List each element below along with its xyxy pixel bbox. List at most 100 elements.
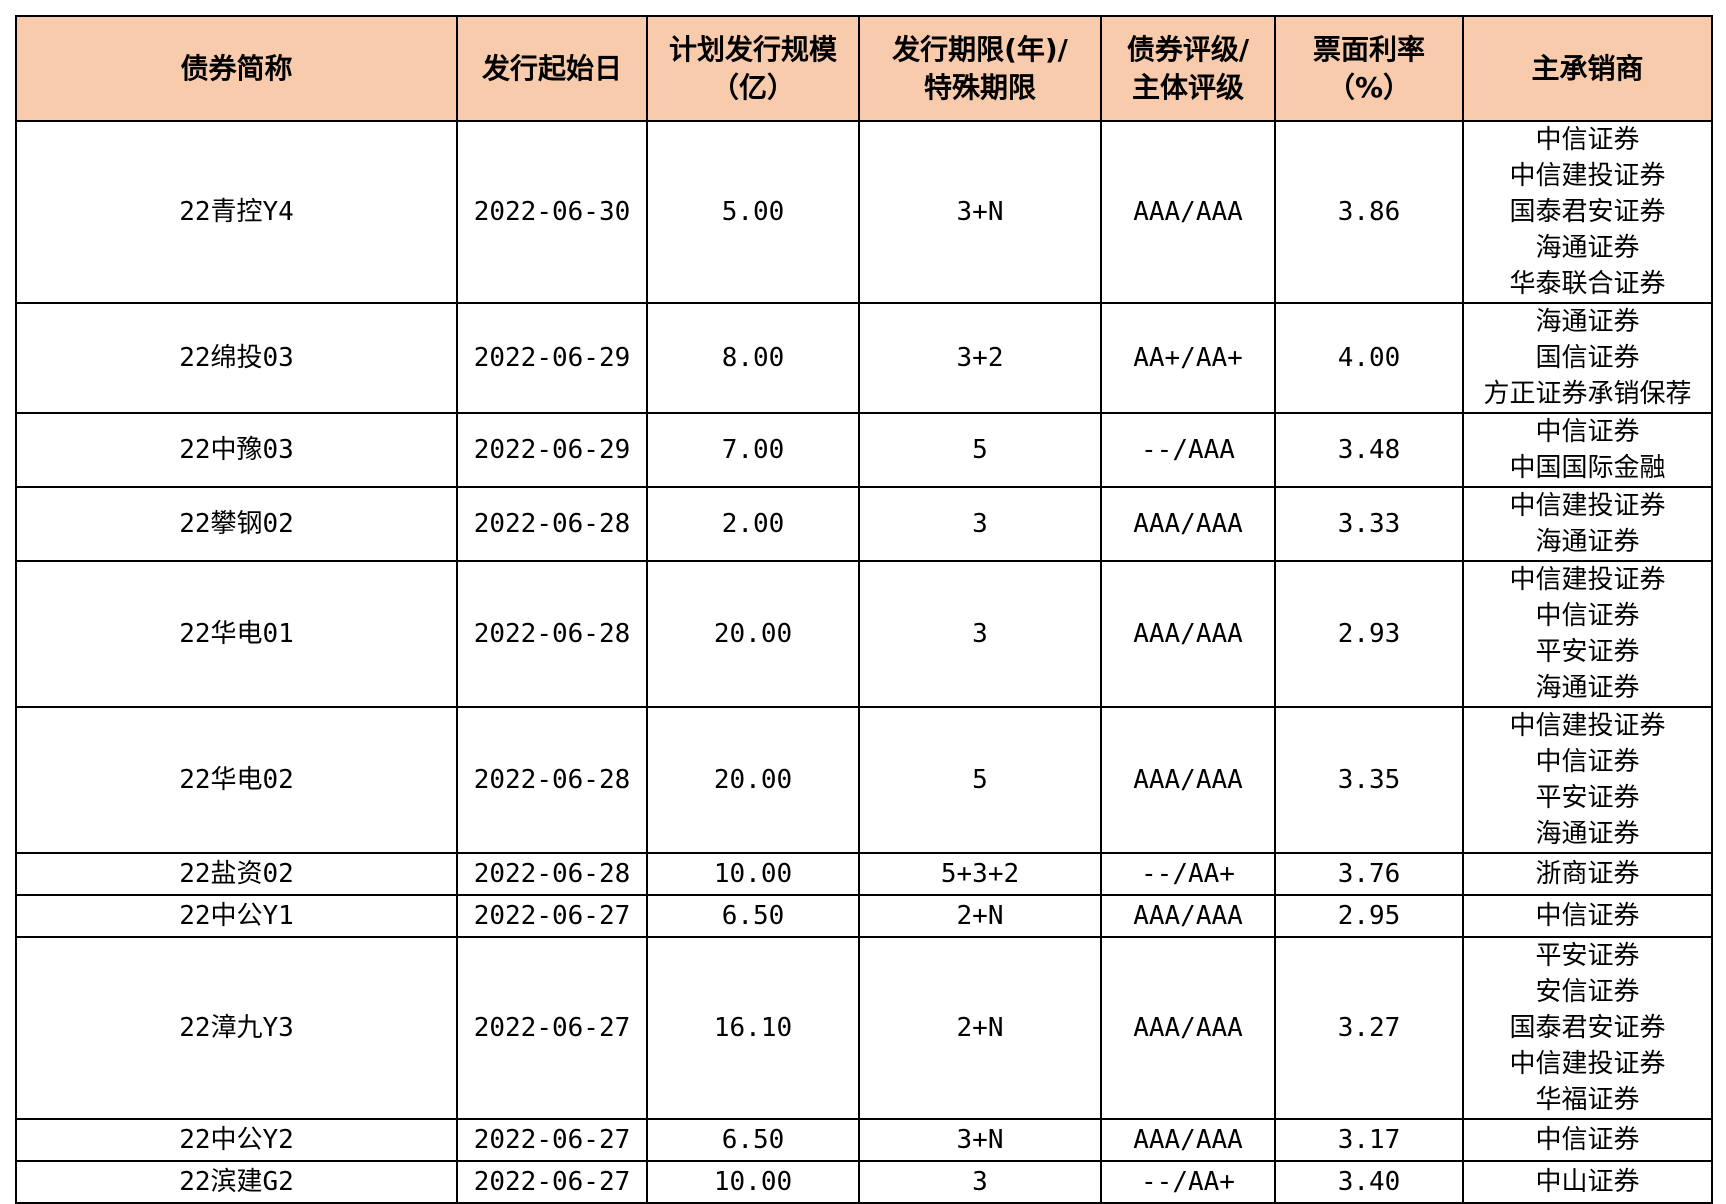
rating-cell: AAA/AAA	[1100, 120, 1276, 304]
coupon-rate-cell: 3.40	[1274, 1160, 1464, 1204]
issue-date-cell: 2022-06-28	[456, 852, 648, 896]
planned-scale-cell: 16.10	[646, 936, 860, 1120]
planned-scale-cell: 20.00	[646, 706, 860, 854]
term-cell: 5	[858, 412, 1102, 488]
table-row: 22滨建G2 2022-06-27 10.00 3 --/AA+ 3.40 中山证券	[15, 1160, 1713, 1204]
rating-cell: AAA/AAA	[1100, 706, 1276, 854]
underwriter-name: 国泰君安证券	[1509, 197, 1666, 227]
header-underwriter: 主承销商	[1462, 15, 1713, 122]
underwriter-cell: 中信证券中国国际金融	[1462, 412, 1713, 488]
underwriter-name: 平安证券	[1535, 637, 1640, 667]
underwriter-name: 中信证券	[1535, 901, 1640, 931]
underwriter-cell: 中信证券	[1462, 894, 1713, 938]
bond-name-cell: 22盐资02	[15, 852, 458, 896]
bond-name-cell: 22漳九Y3	[15, 936, 458, 1120]
coupon-rate-cell: 3.33	[1274, 486, 1464, 562]
rating-cell: AA+/AA+	[1100, 302, 1276, 414]
term-cell: 2+N	[858, 894, 1102, 938]
planned-scale-cell: 5.00	[646, 120, 860, 304]
underwriter-name: 中信建投证券	[1509, 1049, 1666, 1079]
rating-cell: AAA/AAA	[1100, 894, 1276, 938]
bond-name-cell: 22中公Y1	[15, 894, 458, 938]
rating-cell: AAA/AAA	[1100, 936, 1276, 1120]
rating-cell: --/AAA	[1100, 412, 1276, 488]
bond-name-cell: 22中豫03	[15, 412, 458, 488]
table-row: 22中公Y1 2022-06-27 6.50 2+N AAA/AAA 2.95 中信证券	[15, 894, 1713, 938]
planned-scale-cell: 20.00	[646, 560, 860, 708]
bond-issuance-table: 债券简称 发行起始日 计划发行规模 （亿） 发行期限(年)/ 特殊期限 债券评级…	[15, 15, 1713, 1204]
header-term: 发行期限(年)/ 特殊期限	[858, 15, 1102, 122]
header-coupon-rate: 票面利率 （%）	[1274, 15, 1464, 122]
underwriter-cell: 中信建投证券 中信证券 平安证券 海通证券	[1462, 560, 1713, 708]
underwriter-name: 华福证券	[1535, 1085, 1640, 1115]
table-body: 22青控Y4 2022-06-30 5.00 3+N AAA/AAA 3.86 中信证券 中信…	[15, 120, 1713, 1204]
term-cell: 3+2	[858, 302, 1102, 414]
coupon-rate-cell: 3.76	[1274, 852, 1464, 896]
underwriter-name: 中山证券	[1535, 1167, 1640, 1197]
underwriter-cell: 中山证券	[1462, 1160, 1713, 1204]
issue-date-cell: 2022-06-29	[456, 412, 648, 488]
table-row: 22绵投03 2022-06-29 8.00 3+2 AA+/AA+ 4.00 海通证券 国信…	[15, 302, 1713, 414]
issue-date-cell: 2022-06-27	[456, 936, 648, 1120]
header-bond-name: 债券简称	[15, 15, 458, 122]
planned-scale-cell: 7.00	[646, 412, 860, 488]
bond-name-cell: 22滨建G2	[15, 1160, 458, 1204]
underwriter-name: 国信证券	[1535, 343, 1640, 373]
underwriter-name: 华泰联合证券	[1509, 269, 1666, 299]
underwriter-name: 中信证券	[1535, 747, 1640, 777]
underwriter-name: 平安证券	[1535, 941, 1640, 971]
rating-cell: --/AA+	[1100, 852, 1276, 896]
underwriter-name: 海通证券	[1535, 233, 1640, 263]
issue-date-cell: 2022-06-29	[456, 302, 648, 414]
table-row: 22漳九Y3 2022-06-27 16.10 2+N AAA/AAA 3.27 平安证券安…	[15, 936, 1713, 1120]
header-rating: 债券评级/ 主体评级	[1100, 15, 1276, 122]
underwriter-name: 浙商证券	[1535, 859, 1640, 889]
underwriter-name: 中国国际金融	[1509, 453, 1666, 483]
header-row: 债券简称 发行起始日 计划发行规模 （亿） 发行期限(年)/ 特殊期限 债券评级…	[15, 15, 1713, 122]
planned-scale-cell: 2.00	[646, 486, 860, 562]
term-cell: 3	[858, 1160, 1102, 1204]
underwriter-name: 中信建投证券	[1509, 565, 1666, 595]
table-row: 22青控Y4 2022-06-30 5.00 3+N AAA/AAA 3.86 中信证券 中信…	[15, 120, 1713, 304]
coupon-rate-cell: 3.17	[1274, 1118, 1464, 1162]
bond-name-cell: 22华电02	[15, 706, 458, 854]
underwriter-cell: 海通证券 国信证券 方正证券承销保荐	[1462, 302, 1713, 414]
planned-scale-cell: 10.00	[646, 1160, 860, 1204]
planned-scale-cell: 10.00	[646, 852, 860, 896]
bond-name-cell: 22中公Y2	[15, 1118, 458, 1162]
coupon-rate-cell: 2.95	[1274, 894, 1464, 938]
underwriter-cell: 浙商证券	[1462, 852, 1713, 896]
underwriter-name: 国泰君安证券	[1509, 1013, 1666, 1043]
underwriter-name: 方正证券承销保荐	[1483, 379, 1692, 409]
planned-scale-cell: 6.50	[646, 894, 860, 938]
underwriter-name: 中信证券	[1535, 417, 1640, 447]
coupon-rate-cell: 3.27	[1274, 936, 1464, 1120]
issue-date-cell: 2022-06-30	[456, 120, 648, 304]
underwriter-name: 中信建投证券	[1509, 161, 1666, 191]
rating-cell: --/AA+	[1100, 1160, 1276, 1204]
term-cell: 3+N	[858, 120, 1102, 304]
underwriter-cell: 平安证券 安信证券 国泰君安证券 中信建投证券 华福证券	[1462, 936, 1713, 1120]
rating-cell: AAA/AAA	[1100, 560, 1276, 708]
coupon-rate-cell: 3.86	[1274, 120, 1464, 304]
underwriter-name: 中信建投证券	[1509, 711, 1666, 741]
table-row: 22华电01 2022-06-28 20.00 3 AAA/AAA 2.93 中信建投证券中…	[15, 560, 1713, 708]
issue-date-cell: 2022-06-28	[456, 560, 648, 708]
underwriter-name: 平安证券	[1535, 783, 1640, 813]
bond-name-cell: 22攀钢02	[15, 486, 458, 562]
table-row: 22盐资02 2022-06-28 10.00 5+3+2 --/AA+ 3.76 浙商证券	[15, 852, 1713, 896]
underwriter-name: 海通证券	[1535, 819, 1640, 849]
issue-date-cell: 2022-06-28	[456, 706, 648, 854]
underwriter-name: 中信建投证券	[1509, 491, 1666, 521]
table-row: 22中豫03 2022-06-29 7.00 5 --/AAA 3.48 中信证券 中国国际金…	[15, 412, 1713, 488]
term-cell: 3	[858, 486, 1102, 562]
table-row: 22攀钢02 2022-06-28 2.00 3 AAA/AAA 3.33 中信建投证券 海通…	[15, 486, 1713, 562]
term-cell: 3+N	[858, 1118, 1102, 1162]
coupon-rate-cell: 4.00	[1274, 302, 1464, 414]
term-cell: 2+N	[858, 936, 1102, 1120]
term-cell: 3	[858, 560, 1102, 708]
issue-date-cell: 2022-06-27	[456, 1118, 648, 1162]
header-planned-scale: 计划发行规模 （亿）	[646, 15, 860, 122]
term-cell: 5+3+2	[858, 852, 1102, 896]
bond-name-cell: 22华电01	[15, 560, 458, 708]
